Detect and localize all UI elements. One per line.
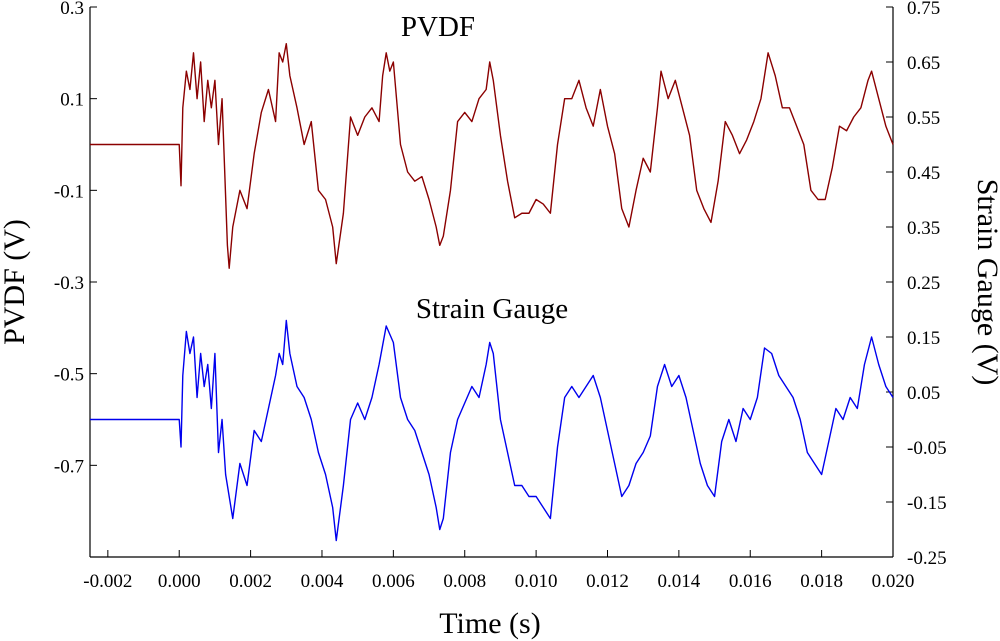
x-axis-title: Time (s): [439, 607, 540, 640]
right-axis-ticks: 0.75 0.65 0.55 0.45 0.35 0.25 0.15 0.05 -0.05 -0.…: [886, 0, 947, 569]
right-tick-label: 0.75: [907, 0, 940, 19]
x-axis-ticks: -0.002 0.000 0.002 0.004 0.006 0.008 0.010 0.01…: [83, 550, 914, 592]
x-tick-label: 0.004: [301, 571, 344, 592]
x-tick-label: 0.020: [872, 571, 915, 592]
left-tick-label: 0.1: [60, 90, 84, 111]
x-tick-label: 0.010: [515, 571, 558, 592]
x-tick-label: 0.012: [586, 571, 629, 592]
x-tick-label: -0.002: [83, 571, 132, 592]
series-group: [90, 42, 894, 542]
pvdf-annotation: PVDF: [401, 11, 475, 43]
right-axis-title: Strain Gauge (V): [971, 179, 1000, 386]
right-tick-label: 0.15: [907, 328, 940, 349]
strain-gauge-series-line: [90, 319, 894, 542]
right-tick-label: -0.25: [907, 548, 947, 569]
right-tick-label: 0.25: [907, 273, 940, 294]
right-tick-label: 0.45: [907, 163, 940, 184]
x-tick-label: 0.014: [657, 571, 700, 592]
right-tick-label: 0.35: [907, 218, 940, 239]
right-tick-label: 0.05: [907, 383, 940, 404]
x-tick-label: 0.018: [800, 571, 843, 592]
left-tick-label: -0.3: [54, 273, 84, 294]
x-tick-label: 0.016: [729, 571, 772, 592]
chart-frame: [89, 7, 894, 558]
x-tick-label: 0.000: [158, 571, 201, 592]
right-tick-label: 0.65: [907, 53, 940, 74]
left-tick-label: -0.1: [54, 181, 84, 202]
x-tick-label: 0.006: [372, 571, 415, 592]
left-axis-ticks: 0.3 0.1 -0.1 -0.3 -0.5 -0.7: [54, 0, 97, 477]
left-axis-title: PVDF (V): [0, 219, 31, 345]
left-tick-label: -0.7: [54, 456, 84, 477]
x-tick-label: 0.002: [229, 571, 272, 592]
x-tick-label: 0.008: [443, 571, 486, 592]
strain-gauge-annotation: Strain Gauge: [416, 293, 568, 325]
right-tick-label: -0.15: [907, 493, 947, 514]
right-tick-label: -0.05: [907, 438, 947, 459]
left-tick-label: 0.3: [60, 0, 84, 19]
left-tick-label: -0.5: [54, 365, 84, 386]
pvdf-series-line: [90, 42, 894, 269]
right-tick-label: 0.55: [907, 108, 940, 129]
